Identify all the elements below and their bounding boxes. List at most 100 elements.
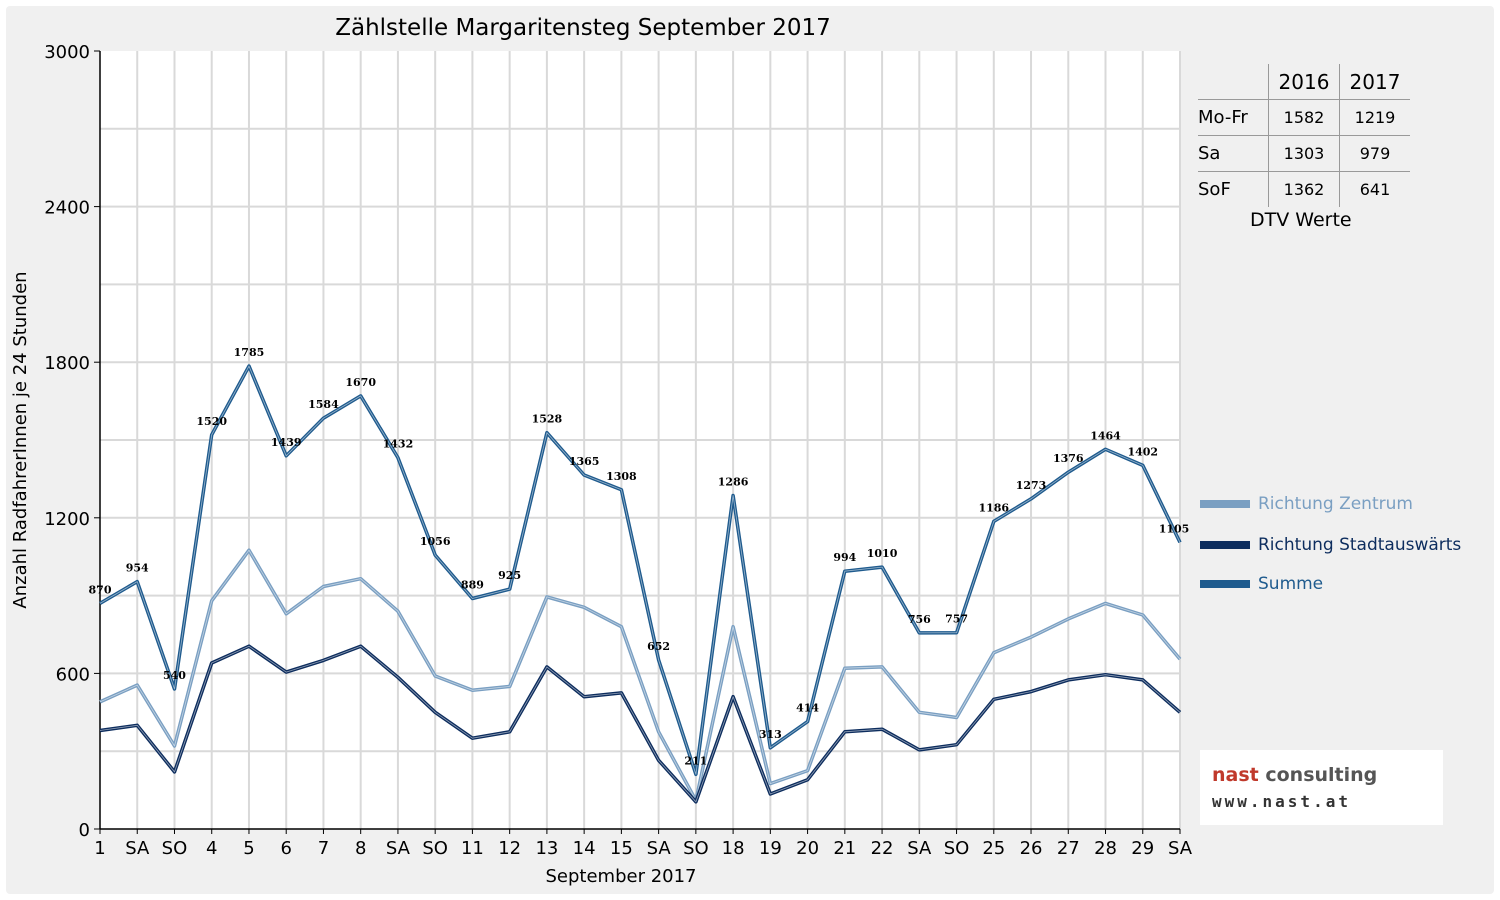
x-tick-label: 18: [722, 838, 745, 859]
grid-lines: [100, 51, 1181, 829]
x-tick-label: 7: [318, 838, 329, 859]
dtv-header-empty: [1198, 64, 1269, 100]
data-label: 1056: [420, 535, 451, 548]
series-1: [99, 548, 1182, 803]
data-label: 211: [684, 754, 707, 767]
x-tick-label: SA: [125, 838, 150, 859]
x-tick-label: SO: [944, 838, 970, 859]
dtv-row-label: Sa: [1198, 135, 1269, 172]
x-tick-label: 19: [759, 838, 782, 859]
y-tick-label: 600: [56, 664, 90, 685]
y-tick-label: 3000: [44, 42, 90, 63]
data-label: 1439: [271, 436, 302, 449]
dtv-value-2016: 1582: [1268, 99, 1340, 136]
x-tick-label: 28: [1094, 838, 1117, 859]
data-label: 1464: [1090, 429, 1121, 442]
x-tick-label: 6: [280, 838, 291, 859]
logo-wordmark: nast consulting: [1212, 764, 1377, 786]
dtv-row-label: Mo-Fr: [1198, 99, 1269, 136]
y-tick-labels: 3000 2400 1800 1200 600 0: [44, 42, 90, 841]
series-3: [99, 364, 1182, 777]
series-layer: [99, 364, 1182, 804]
legend-item-summe: Summe: [1200, 572, 1323, 596]
x-tick-label: 29: [1131, 838, 1154, 859]
dtv-table: 2016 2017 Mo-Fr 1582 1219 Sa 1303 979 So…: [1198, 64, 1410, 207]
data-label: 994: [833, 551, 856, 564]
dtv-value-2017: 641: [1339, 171, 1410, 207]
data-label: 1376: [1053, 452, 1084, 465]
axes: [94, 50, 1181, 834]
data-label: 925: [498, 569, 521, 582]
series-2: [99, 644, 1182, 804]
dtv-value-2017: 1219: [1339, 99, 1410, 136]
legend-swatch: [1200, 580, 1250, 588]
x-tick-label: 22: [871, 838, 894, 859]
x-tick-labels: 1 SA SO 4 5 6 7 8 SA SO 11 12 13 14 15 SA SO 18 19 20 21 22 SA…: [94, 838, 1192, 859]
series-line-highlight: [99, 365, 1181, 775]
dtv-row: Mo-Fr 1582 1219: [1198, 99, 1410, 136]
dtv-row: SoF 1362 641: [1198, 171, 1410, 207]
x-tick-label: SA: [386, 838, 411, 859]
x-tick-label: 13: [535, 838, 558, 859]
legend-label: Richtung Zentrum: [1258, 494, 1413, 514]
x-tick-label: 26: [1020, 838, 1043, 859]
x-tick-label: SA: [907, 838, 932, 859]
dtv-row: Sa 1303 979: [1198, 135, 1410, 172]
dtv-header-row: 2016 2017: [1198, 64, 1410, 100]
logo-url: www.nast.at: [1212, 792, 1351, 811]
company-logo: nast consulting www.nast.at: [1200, 750, 1443, 825]
data-label: 1308: [606, 470, 637, 483]
data-label: 1402: [1127, 445, 1158, 458]
dtv-value-2016: 1362: [1268, 171, 1340, 207]
data-label: 889: [461, 578, 484, 591]
x-tick-label: 11: [461, 838, 484, 859]
logo-part-nast: nast: [1212, 764, 1259, 786]
x-tick-label: 12: [498, 838, 521, 859]
y-tick-label: 1800: [44, 353, 90, 374]
x-tick-label: SO: [422, 838, 448, 859]
x-tick-label: 25: [982, 838, 1005, 859]
dtv-header-2016: 2016: [1268, 64, 1340, 100]
data-label: 1186: [978, 501, 1009, 514]
data-label: 1105: [1159, 522, 1190, 535]
data-label: 954: [126, 562, 149, 575]
series-line-highlight: [99, 645, 1181, 803]
x-tick-label: 8: [355, 838, 366, 859]
x-tick-label: SA: [647, 838, 672, 859]
x-axis-title: September 2017: [545, 866, 696, 887]
legend-label: Richtung Stadtauswärts: [1258, 535, 1462, 555]
data-label: 414: [796, 702, 819, 715]
x-tick-label: 1: [94, 838, 105, 859]
x-tick-label: 27: [1057, 838, 1080, 859]
legend-item-zentrum: Richtung Zentrum: [1200, 492, 1413, 516]
chart-title: Zählstelle Margaritensteg September 2017: [335, 15, 831, 41]
data-label: 1584: [308, 398, 339, 411]
legend-swatch: [1200, 541, 1250, 549]
legend-label: Summe: [1258, 574, 1324, 594]
series-line-highlight: [99, 549, 1181, 801]
x-tick-label: SO: [683, 838, 709, 859]
data-label: 540: [163, 669, 186, 682]
data-label: 1670: [345, 376, 376, 389]
data-label: 1520: [196, 415, 227, 428]
x-tick-label: 4: [206, 838, 217, 859]
x-tick-label: SO: [162, 838, 188, 859]
data-label: 1785: [234, 346, 265, 359]
x-tick-label: 21: [833, 838, 856, 859]
legend-item-stadtauswaerts: Richtung Stadtauswärts: [1200, 533, 1461, 557]
data-label: 1365: [569, 455, 600, 468]
data-label: 756: [908, 613, 931, 626]
dtv-row-label: SoF: [1198, 179, 1231, 200]
x-tick-label: 14: [573, 838, 596, 859]
data-label: 1528: [532, 413, 563, 426]
dtv-caption: DTV Werte: [1250, 209, 1352, 231]
data-label: 313: [759, 728, 782, 741]
y-tick-label: 0: [79, 820, 90, 841]
logo-part-consulting: consulting: [1258, 764, 1378, 786]
x-tick-label: 15: [610, 838, 633, 859]
legend-swatch: [1200, 500, 1250, 508]
data-label: 1286: [718, 475, 749, 488]
dtv-value-2016: 1303: [1268, 135, 1340, 172]
data-label: 870: [89, 583, 112, 596]
